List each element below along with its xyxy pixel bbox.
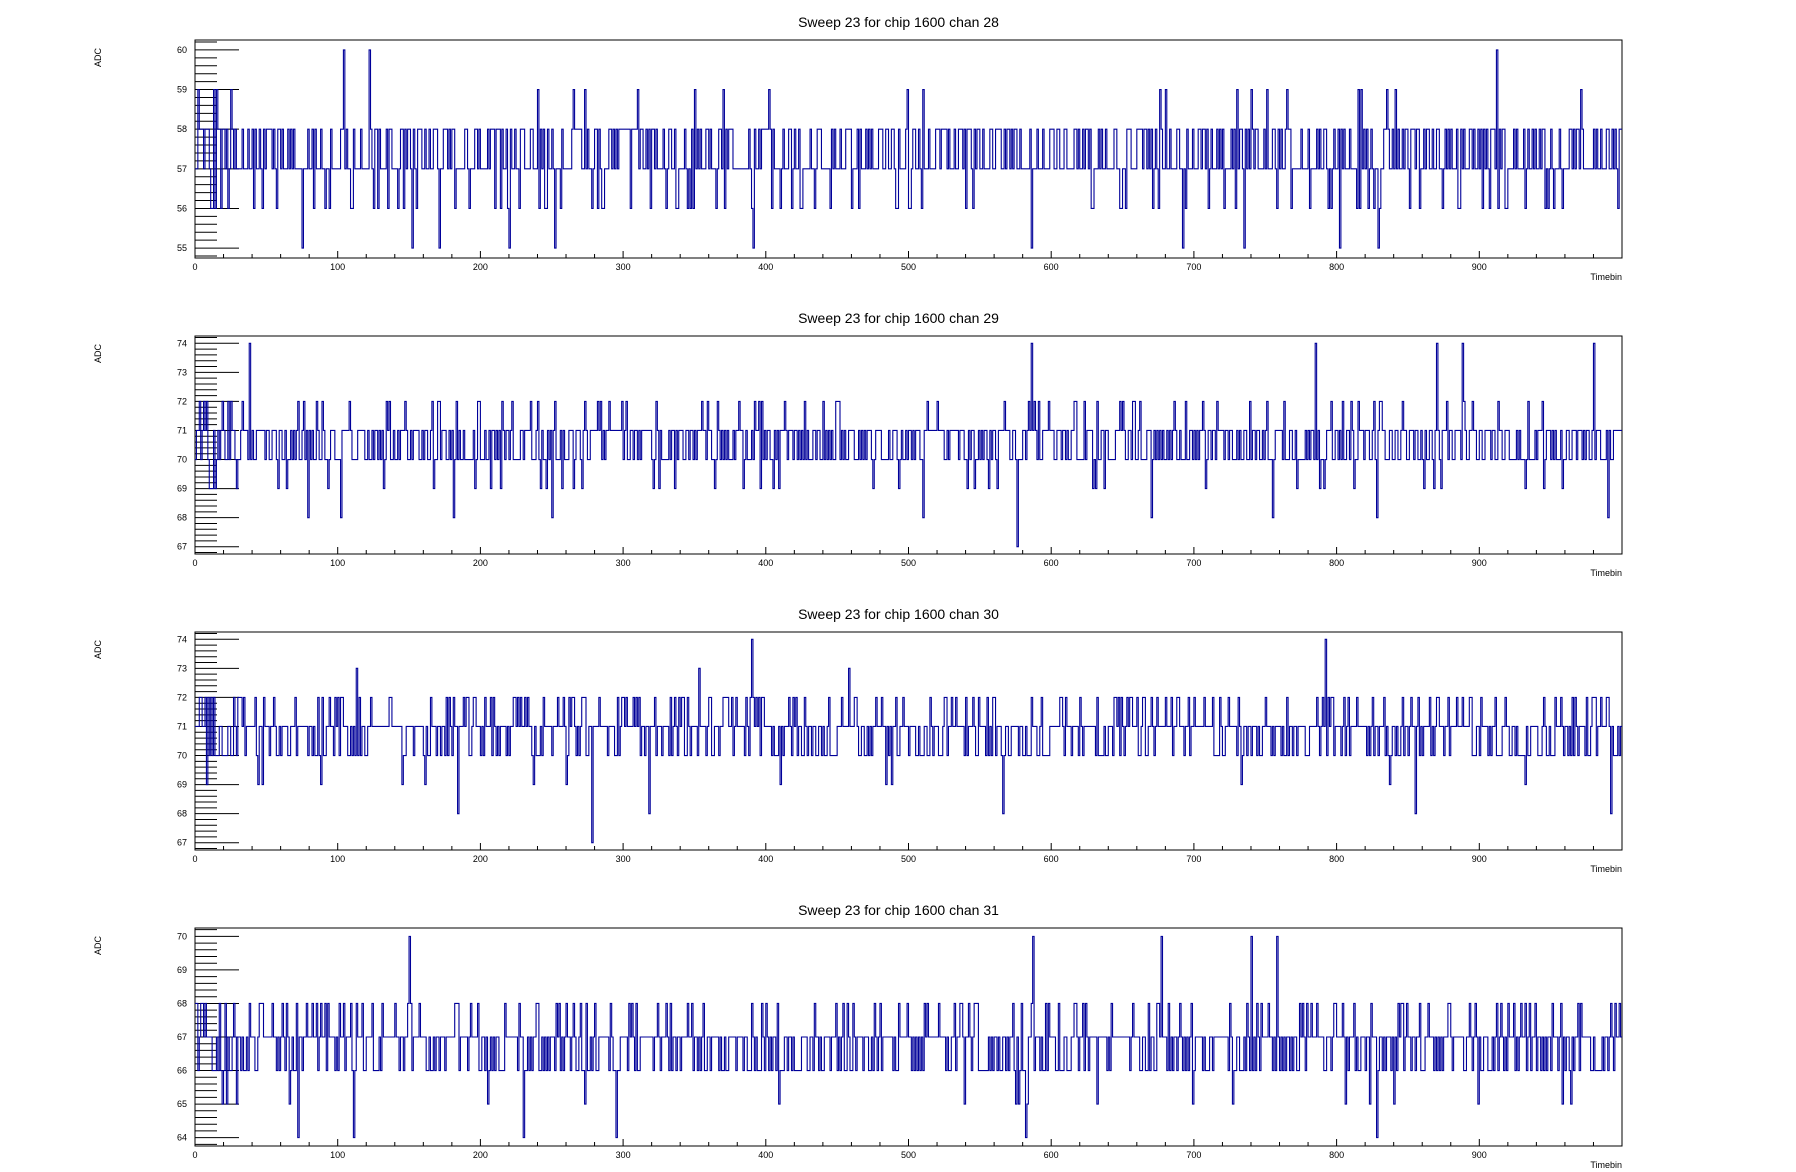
x-tick-label: 500 — [901, 854, 916, 864]
y-tick-label: 73 — [177, 367, 187, 377]
y-tick-label: 55 — [177, 243, 187, 253]
x-tick-label: 200 — [473, 558, 488, 568]
y-tick-label: 68 — [177, 998, 187, 1008]
x-tick-label: 400 — [758, 262, 773, 272]
x-tick-label: 500 — [901, 262, 916, 272]
x-tick-label: 900 — [1472, 854, 1487, 864]
x-tick-label: 700 — [1186, 854, 1201, 864]
x-tick-label: 700 — [1186, 262, 1201, 272]
x-tick-label: 400 — [758, 1150, 773, 1160]
y-tick-label: 69 — [177, 780, 187, 790]
series-line — [195, 638, 1622, 844]
x-tick-label: 700 — [1186, 558, 1201, 568]
x-tick-label: 900 — [1472, 558, 1487, 568]
x-tick-label: 800 — [1329, 854, 1344, 864]
x-tick-label: 500 — [901, 558, 916, 568]
y-tick-label: 70 — [177, 455, 187, 465]
y-tick-label: 68 — [177, 809, 187, 819]
series-line — [195, 49, 1622, 249]
x-tick-label: 400 — [758, 854, 773, 864]
chart-panel-2: Sweep 23 for chip 1600 chan 30 ADC Timebin… — [93, 606, 1623, 874]
y-tick-label: 58 — [177, 124, 187, 134]
y-axis-label: ADC — [93, 640, 103, 660]
x-axis-label: Timebin — [1590, 1160, 1622, 1170]
x-axis-label: Timebin — [1590, 568, 1622, 578]
y-axis-label: ADC — [93, 48, 103, 68]
y-tick-label: 65 — [177, 1099, 187, 1109]
x-tick-label: 400 — [758, 558, 773, 568]
x-tick-label: 600 — [1044, 1150, 1059, 1160]
y-tick-label: 74 — [177, 338, 187, 348]
chart-panel-3: Sweep 23 for chip 1600 chan 31 ADC Timebin… — [93, 902, 1623, 1170]
y-axis-label: ADC — [93, 344, 103, 364]
x-tick-label: 900 — [1472, 1150, 1487, 1160]
y-tick-label: 70 — [177, 931, 187, 941]
y-tick-label: 71 — [177, 425, 187, 435]
x-tick-label: 100 — [330, 854, 345, 864]
chart-title: Sweep 23 for chip 1600 chan 28 — [798, 14, 999, 30]
y-tick-label: 57 — [177, 164, 187, 174]
chart-title: Sweep 23 for chip 1600 chan 29 — [798, 310, 999, 326]
y-tick-label: 70 — [177, 751, 187, 761]
chart-title: Sweep 23 for chip 1600 chan 30 — [798, 606, 999, 622]
x-axis-label: Timebin — [1590, 272, 1622, 282]
y-tick-label: 67 — [177, 1032, 187, 1042]
x-tick-label: 200 — [473, 262, 488, 272]
x-tick-label: 900 — [1472, 262, 1487, 272]
x-tick-label: 800 — [1329, 262, 1344, 272]
x-tick-label: 700 — [1186, 1150, 1201, 1160]
x-tick-label: 0 — [192, 1150, 197, 1160]
x-tick-label: 0 — [192, 558, 197, 568]
x-axis-label: Timebin — [1590, 864, 1622, 874]
x-tick-label: 100 — [330, 558, 345, 568]
x-tick-label: 300 — [616, 1150, 631, 1160]
x-tick-label: 0 — [192, 854, 197, 864]
x-tick-label: 200 — [473, 1150, 488, 1160]
y-tick-label: 56 — [177, 203, 187, 213]
y-tick-label: 66 — [177, 1066, 187, 1076]
x-tick-label: 0 — [192, 262, 197, 272]
x-tick-label: 600 — [1044, 558, 1059, 568]
y-tick-label: 73 — [177, 663, 187, 673]
x-tick-label: 100 — [330, 1150, 345, 1160]
chart-panel-1: Sweep 23 for chip 1600 chan 29 ADC Timebin… — [93, 310, 1623, 578]
y-tick-label: 60 — [177, 45, 187, 55]
y-tick-label: 69 — [177, 484, 187, 494]
chart-panel-0: Sweep 23 for chip 1600 chan 28 ADC Timebin… — [93, 14, 1623, 282]
x-tick-label: 600 — [1044, 854, 1059, 864]
y-tick-label: 67 — [177, 838, 187, 848]
y-tick-label: 72 — [177, 396, 187, 406]
y-tick-label: 68 — [177, 513, 187, 523]
y-tick-label: 72 — [177, 692, 187, 702]
series-line — [195, 935, 1622, 1139]
x-tick-label: 800 — [1329, 558, 1344, 568]
x-tick-label: 500 — [901, 1150, 916, 1160]
x-tick-label: 600 — [1044, 262, 1059, 272]
chart-title: Sweep 23 for chip 1600 chan 31 — [798, 902, 999, 918]
y-tick-label: 71 — [177, 721, 187, 731]
x-tick-label: 300 — [616, 262, 631, 272]
y-tick-label: 67 — [177, 542, 187, 552]
y-tick-label: 59 — [177, 85, 187, 95]
x-tick-label: 300 — [616, 854, 631, 864]
y-axis-label: ADC — [93, 936, 103, 956]
y-tick-label: 74 — [177, 634, 187, 644]
x-tick-label: 100 — [330, 262, 345, 272]
x-tick-label: 800 — [1329, 1150, 1344, 1160]
x-tick-label: 300 — [616, 558, 631, 568]
y-tick-label: 64 — [177, 1133, 187, 1143]
series-line — [195, 342, 1622, 548]
y-tick-label: 69 — [177, 965, 187, 975]
x-tick-label: 200 — [473, 854, 488, 864]
